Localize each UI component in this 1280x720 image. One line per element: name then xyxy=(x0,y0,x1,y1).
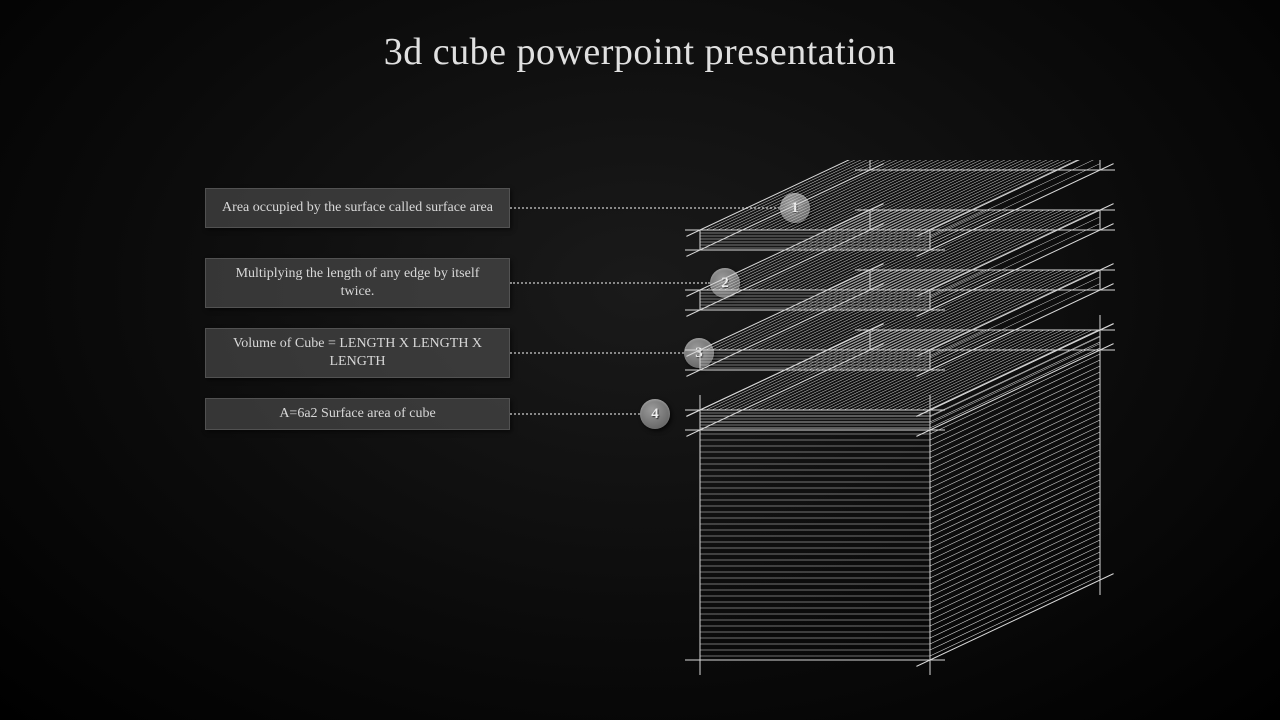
info-box-4: A=6a2 Surface area of cube xyxy=(205,398,510,430)
connector-3 xyxy=(510,352,684,354)
connector-4 xyxy=(510,413,640,415)
number-badge-4: 4 xyxy=(640,399,670,429)
info-box-1: Area occupied by the surface called surf… xyxy=(205,188,510,228)
cube-wireframe-diagram xyxy=(680,160,1120,680)
page-title: 3d cube powerpoint presentation xyxy=(0,30,1280,74)
info-box-3: Volume of Cube = LENGTH X LENGTH X LENGT… xyxy=(205,328,510,378)
info-box-2: Multiplying the length of any edge by it… xyxy=(205,258,510,308)
